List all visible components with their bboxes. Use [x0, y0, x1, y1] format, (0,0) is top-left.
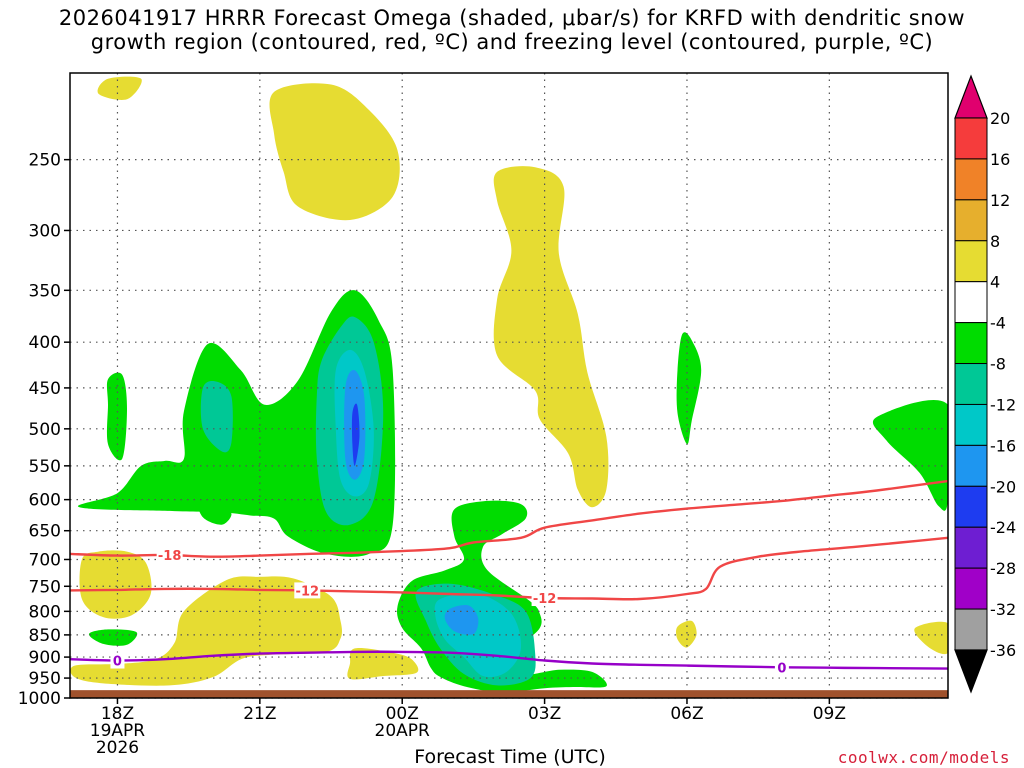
colorbar-label-4: 4	[990, 273, 1000, 292]
y-tick-label-1000: 1000	[18, 689, 61, 709]
colorbar-swatch-9	[954, 444, 988, 487]
freezing-label-0: 0	[113, 655, 122, 670]
omega-region-4-2	[493, 166, 609, 508]
x-tick-label-18Z-0: 18Z	[101, 704, 134, 724]
y-tick-label-300: 300	[29, 221, 61, 241]
colorbar-label-12: -32	[990, 600, 1016, 619]
colorbar-swatch-6	[954, 322, 988, 365]
omega-region--16-21	[444, 605, 479, 635]
colorbar-top-arrow	[954, 74, 988, 119]
y-tick-label-450: 450	[29, 379, 61, 399]
x-tick-label-00Z-1: 20APR	[375, 721, 431, 741]
colorbar-swatch-5	[954, 281, 988, 324]
omega-region-4-6	[675, 620, 697, 648]
colorbar: 20 16 12 8 4 -4 -8 -12 -16 -20 -24 -28 -32 -36	[954, 74, 1016, 694]
omega-region--4-9	[77, 290, 396, 557]
title-line-1: 2026041917 HRRR Forecast Omega (shaded, …	[58, 6, 966, 30]
plot-frame	[69, 72, 949, 699]
dendritic-label-bg-0	[156, 547, 183, 564]
y-tick-label-850: 850	[29, 626, 61, 646]
dendritic-label-0: -18	[158, 549, 182, 564]
x-tick-label-00Z-0: 00Z	[386, 704, 419, 724]
source-credit: coolwx.com/models	[837, 748, 1010, 767]
colorbar-label-10: -24	[990, 518, 1016, 537]
x-tick-label-21Z-0: 21Z	[243, 704, 276, 724]
colorbar-swatch-12	[954, 567, 988, 610]
omega-region--4-11	[88, 629, 138, 646]
colorbar-label-2: 12	[990, 191, 1010, 210]
colorbar-label-1: 16	[990, 150, 1010, 169]
colorbar-label-13: -36	[990, 641, 1016, 660]
colorbar-bottom-arrow	[954, 649, 988, 694]
contour-layer: -18 -12 -12 0 0	[70, 479, 948, 676]
omega-region-4-7	[914, 621, 948, 655]
colorbar-label-8: -16	[990, 436, 1016, 455]
omega-region-4-1	[269, 83, 400, 221]
y-tick-label-350: 350	[29, 281, 61, 301]
x-tick-label-06Z-0: 06Z	[670, 704, 703, 724]
omega-region--8-15	[200, 381, 233, 453]
ground-layer	[70, 690, 948, 698]
title-line-2: growth region (contoured, red, ºC) and f…	[90, 30, 934, 54]
omega-region--4-8	[106, 372, 127, 461]
colorbar-swatch-8	[954, 403, 988, 446]
dendritic-label-bg-2	[531, 590, 558, 607]
colorbar-swatch-1	[954, 117, 988, 160]
dendritic-label-bg-1	[294, 582, 321, 599]
omega-region-4-5	[347, 647, 419, 680]
y-tick-label-650: 650	[29, 522, 61, 542]
colorbar-swatch-10	[954, 485, 988, 528]
y-tick-label-900: 900	[29, 648, 61, 668]
y-tick-label-700: 700	[29, 550, 61, 570]
colorbar-swatch-11	[954, 526, 988, 569]
omega-region-4-0	[97, 76, 142, 101]
colorbar-label-7: -12	[990, 395, 1016, 414]
colorbar-label-5: -4	[990, 314, 1006, 333]
dendritic-label-2: -12	[533, 592, 557, 607]
colorbar-label-9: -20	[990, 477, 1016, 496]
dendritic-label-1: -12	[296, 584, 320, 599]
gridlines	[70, 73, 948, 699]
omega-region--20-22	[351, 403, 360, 466]
y-tick-label-800: 800	[29, 602, 61, 622]
colorbar-swatch-3	[954, 199, 988, 242]
chart-title: 2026041917 HRRR Forecast Omega (shaded, …	[0, 6, 1024, 54]
colorbar-swatch-13	[954, 608, 988, 651]
freezing-label-bg-0	[110, 652, 125, 669]
colorbar-swatch-4	[954, 240, 988, 283]
x-tick-label-18Z-2: 2026	[96, 738, 139, 758]
y-tick-label-500: 500	[29, 420, 61, 440]
colorbar-swatch-7	[954, 363, 988, 405]
x-tick-label-18Z-1: 19APR	[90, 721, 146, 741]
colorbar-label-6: -8	[990, 355, 1006, 374]
x-axis-label: Forecast Time (UTC)	[414, 746, 606, 768]
omega-region-4-4	[70, 576, 343, 686]
colorbar-swatch-2	[954, 158, 988, 201]
freezing-label-1: 0	[777, 661, 786, 676]
freezing-label-bg-1	[774, 659, 789, 676]
y-tick-label-250: 250	[29, 151, 61, 171]
y-tick-label-950: 950	[29, 669, 61, 689]
dendritic-contour-0	[70, 479, 948, 558]
colorbar-label-11: -28	[990, 559, 1016, 578]
omega-region--4-10	[197, 499, 232, 525]
x-tick-label-09Z-0: 09Z	[813, 704, 846, 724]
colorbar-label-0: 20	[990, 109, 1010, 128]
ground-surface	[70, 690, 948, 698]
x-tick-label-03Z-0: 03Z	[528, 704, 561, 724]
y-tick-label-750: 750	[29, 577, 61, 597]
y-tick-label-600: 600	[29, 491, 61, 511]
y-tick-label-550: 550	[29, 457, 61, 477]
colorbar-label-3: 8	[990, 232, 1000, 251]
y-tick-label-400: 400	[29, 333, 61, 353]
omega-region-4-3	[79, 550, 152, 619]
axes-labels: 2503003504004505005506006507007508008509…	[18, 151, 846, 758]
